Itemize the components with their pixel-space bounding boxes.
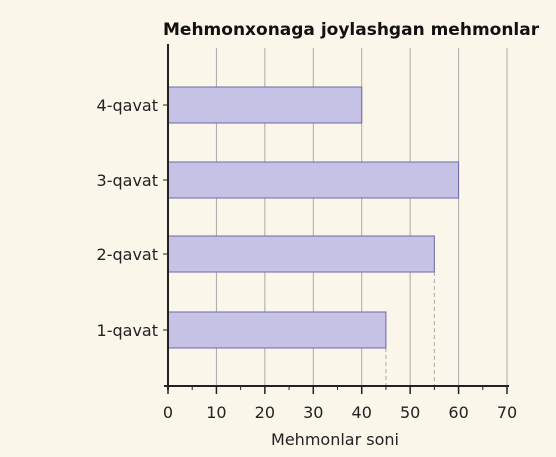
chart-title: Mehmonxonaga joylashgan mehmonlar (163, 20, 540, 40)
x-tick-label: 50 (400, 403, 420, 422)
value-guide-lines (385, 272, 435, 386)
x-tick-label: 70 (497, 403, 517, 422)
bar-2-qavat (167, 235, 435, 273)
y-tick-label: 3-qavat (97, 171, 158, 190)
bars (167, 86, 460, 349)
x-tick-label: 20 (255, 403, 275, 422)
y-tick-label: 2-qavat (97, 245, 158, 264)
axes (163, 44, 509, 394)
x-tick-label: 30 (303, 403, 323, 422)
x-axis-label: Mehmonlar soni (271, 430, 399, 449)
bar-4-qavat (167, 86, 363, 124)
y-tick-label: 4-qavat (97, 96, 158, 115)
x-tick-label: 0 (163, 403, 173, 422)
x-tick-label: 10 (206, 403, 226, 422)
x-tick-label: 40 (352, 403, 372, 422)
y-tick-label: 1-qavat (97, 321, 158, 340)
bar-3-qavat (167, 161, 460, 199)
x-tick-label: 60 (448, 403, 468, 422)
bar-1-qavat (167, 311, 387, 349)
tick-labels: 4-qavat 3-qavat 2-qavat 1-qavat 0 10 20 30 40 50 6… (97, 96, 518, 422)
